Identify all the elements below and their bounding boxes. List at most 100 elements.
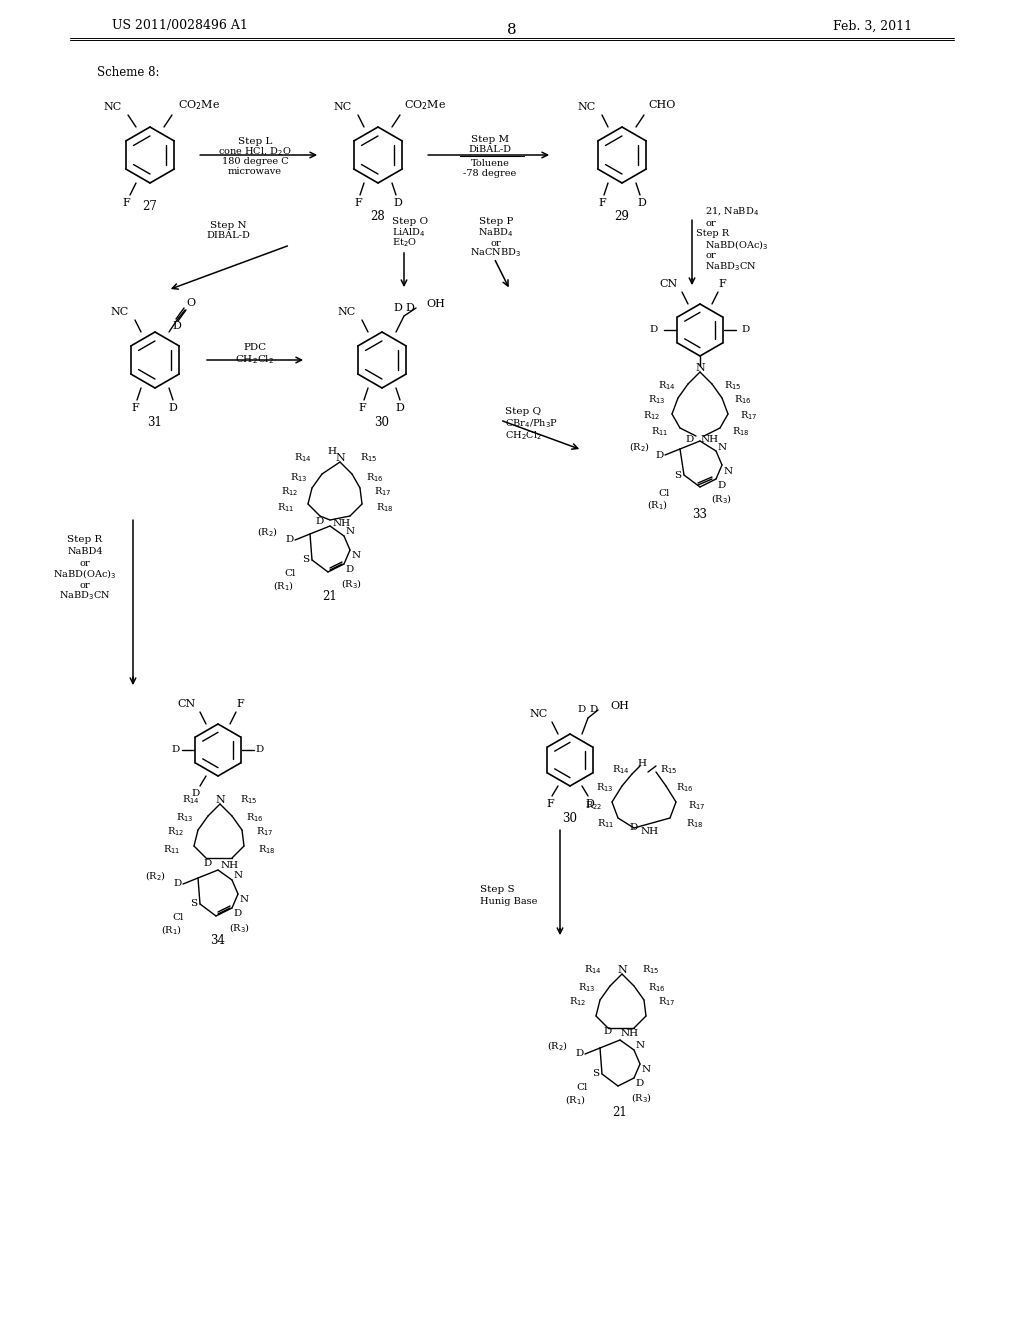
Text: or: or (490, 239, 502, 248)
Text: Toluene: Toluene (471, 158, 509, 168)
Text: H: H (638, 759, 646, 768)
Text: R$_{11}$: R$_{11}$ (163, 843, 180, 857)
Text: R$_{15}$: R$_{15}$ (240, 793, 258, 807)
Text: F: F (237, 700, 244, 709)
Text: Scheme 8:: Scheme 8: (97, 66, 160, 78)
Text: R$_{14}$: R$_{14}$ (612, 763, 630, 776)
Text: D: D (718, 480, 726, 490)
Text: R$_{12}$: R$_{12}$ (167, 825, 184, 838)
Text: Step N: Step N (210, 220, 247, 230)
Text: D: D (586, 799, 595, 809)
Text: (R$_1$): (R$_1$) (565, 1093, 587, 1106)
Text: CH$_2$Cl$_2$: CH$_2$Cl$_2$ (505, 429, 542, 442)
Text: D: D (741, 326, 751, 334)
Text: R$_{14}$: R$_{14}$ (294, 451, 312, 465)
Text: R$_{15}$: R$_{15}$ (660, 763, 678, 776)
Text: US 2011/0028496 A1: US 2011/0028496 A1 (112, 20, 248, 33)
Text: (R$_2$): (R$_2$) (547, 1039, 568, 1053)
Text: R$_{12}$: R$_{12}$ (643, 409, 660, 422)
Text: (R$_1$): (R$_1$) (162, 923, 182, 937)
Text: D: D (204, 859, 212, 869)
Text: CO$_2$Me: CO$_2$Me (178, 98, 220, 112)
Text: Hunig Base: Hunig Base (480, 898, 538, 907)
Text: Cl: Cl (285, 569, 296, 578)
Text: F: F (546, 799, 554, 809)
Text: S: S (190, 899, 198, 908)
Text: Cl: Cl (172, 913, 183, 923)
Text: NH: NH (701, 436, 719, 445)
Text: D: D (630, 824, 638, 833)
Text: R$_{16}$: R$_{16}$ (734, 393, 752, 407)
Text: OH: OH (610, 701, 629, 711)
Text: D: D (575, 1049, 584, 1059)
Text: 21: 21 (323, 590, 337, 602)
Text: F: F (718, 279, 726, 289)
Text: S: S (593, 1069, 600, 1078)
Text: NaBD(OAc)$_3$: NaBD(OAc)$_3$ (53, 568, 117, 581)
Text: D: D (638, 198, 646, 209)
Text: N: N (636, 1041, 644, 1051)
Text: R$_{16}$: R$_{16}$ (648, 982, 666, 994)
Text: CO$_2$Me: CO$_2$Me (404, 98, 446, 112)
Text: D: D (604, 1027, 612, 1036)
Text: N: N (617, 965, 627, 975)
Text: R$_{11}$: R$_{11}$ (276, 502, 294, 515)
Text: N: N (641, 1065, 650, 1074)
Text: NaBD$_3$CN: NaBD$_3$CN (59, 590, 111, 602)
Text: O: O (186, 298, 196, 308)
Text: NC: NC (578, 102, 596, 112)
Text: D: D (636, 1080, 644, 1089)
Text: Step P: Step P (479, 218, 513, 227)
Text: NaBD$_4$: NaBD$_4$ (478, 227, 514, 239)
Text: F: F (598, 198, 606, 209)
Text: D: D (315, 517, 325, 527)
Text: 30: 30 (375, 416, 389, 429)
Text: 28: 28 (371, 210, 385, 223)
Text: D: D (191, 789, 200, 799)
Text: or: or (705, 252, 716, 260)
Text: D: D (169, 403, 177, 413)
Text: R$_{13}$: R$_{13}$ (291, 471, 308, 484)
Text: R$_{12}$: R$_{12}$ (281, 486, 298, 499)
Text: Cl: Cl (577, 1084, 588, 1093)
Text: R$_{13}$: R$_{13}$ (648, 393, 666, 407)
Text: D: D (393, 304, 402, 313)
Text: (R$_2$): (R$_2$) (629, 440, 650, 454)
Text: N: N (215, 795, 225, 805)
Text: -78 degree: -78 degree (464, 169, 517, 177)
Text: OH: OH (426, 300, 444, 309)
Text: D: D (172, 746, 180, 755)
Text: R$_{15}$: R$_{15}$ (360, 451, 378, 465)
Text: D: D (656, 450, 665, 459)
Text: R$_{12}$: R$_{12}$ (568, 995, 586, 1008)
Text: microwave: microwave (228, 168, 282, 177)
Text: D: D (650, 326, 658, 334)
Text: or: or (705, 219, 716, 227)
Text: R$_{17}$: R$_{17}$ (374, 486, 391, 499)
Text: D: D (393, 198, 402, 209)
Text: (R$_1$): (R$_1$) (647, 498, 669, 512)
Text: N: N (240, 895, 249, 904)
Text: 180 degree C: 180 degree C (221, 157, 289, 166)
Text: 21, NaBD$_4$: 21, NaBD$_4$ (705, 206, 759, 218)
Text: R$_{17}$: R$_{17}$ (256, 825, 273, 838)
Text: D: D (174, 879, 182, 888)
Text: R$_{18}$: R$_{18}$ (732, 425, 750, 438)
Text: NC: NC (529, 709, 548, 719)
Text: R$_{15}$: R$_{15}$ (724, 380, 741, 392)
Text: NH: NH (641, 828, 659, 837)
Text: R$_{11}$: R$_{11}$ (650, 425, 668, 438)
Text: or: or (80, 558, 90, 568)
Text: CH$_2$Cl$_2$: CH$_2$Cl$_2$ (236, 354, 274, 367)
Text: D: D (173, 321, 181, 331)
Text: (R$_1$): (R$_1$) (273, 579, 295, 593)
Text: 34: 34 (211, 933, 225, 946)
Text: N: N (351, 552, 360, 561)
Text: (R$_3$): (R$_3$) (632, 1092, 652, 1105)
Text: (R$_3$): (R$_3$) (712, 492, 732, 506)
Text: N: N (695, 363, 705, 374)
Text: 33: 33 (692, 508, 708, 521)
Text: N: N (723, 466, 732, 475)
Text: R$_{14}$: R$_{14}$ (182, 793, 200, 807)
Text: R$_{16}$: R$_{16}$ (246, 812, 263, 825)
